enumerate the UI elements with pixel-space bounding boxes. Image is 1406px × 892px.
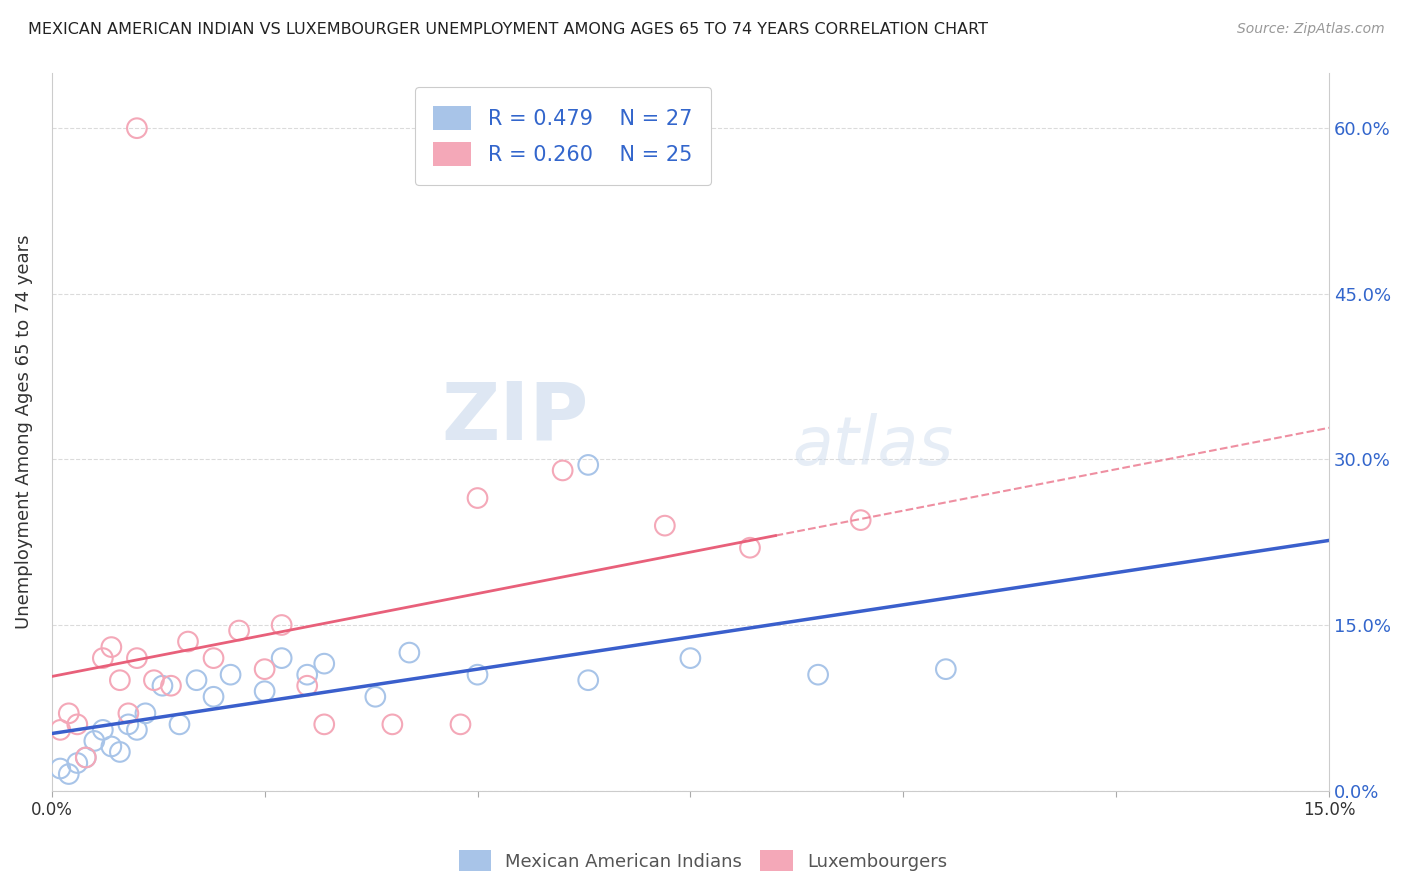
Point: [551, 463, 574, 477]
Point: [398, 646, 420, 660]
Point: [364, 690, 387, 704]
Point: [314, 717, 336, 731]
Point: [467, 491, 489, 505]
Point: [202, 651, 225, 665]
Point: [58, 706, 80, 721]
Point: [91, 723, 114, 737]
Text: Source: ZipAtlas.com: Source: ZipAtlas.com: [1237, 22, 1385, 37]
Point: [270, 618, 292, 632]
Legend: R = 0.479    N = 27, R = 0.260    N = 25: R = 0.479 N = 27, R = 0.260 N = 25: [415, 87, 710, 186]
Point: [295, 667, 318, 681]
Point: [202, 690, 225, 704]
Point: [738, 541, 761, 555]
Point: [253, 662, 276, 676]
Point: [186, 673, 208, 688]
Point: [935, 662, 957, 676]
Point: [108, 745, 131, 759]
Point: [75, 750, 97, 764]
Point: [295, 679, 318, 693]
Point: [576, 673, 599, 688]
Point: [66, 717, 89, 731]
Point: [270, 651, 292, 665]
Point: [169, 717, 191, 731]
Point: [66, 756, 89, 770]
Point: [100, 739, 122, 754]
Point: [117, 717, 139, 731]
Point: [654, 518, 676, 533]
Point: [314, 657, 336, 671]
Point: [467, 667, 489, 681]
Point: [679, 651, 702, 665]
Point: [160, 679, 183, 693]
Text: MEXICAN AMERICAN INDIAN VS LUXEMBOURGER UNEMPLOYMENT AMONG AGES 65 TO 74 YEARS C: MEXICAN AMERICAN INDIAN VS LUXEMBOURGER …: [28, 22, 988, 37]
Point: [177, 634, 200, 648]
Point: [381, 717, 404, 731]
Point: [807, 667, 830, 681]
Point: [75, 750, 97, 764]
Point: [125, 651, 148, 665]
Point: [108, 673, 131, 688]
Legend: Mexican American Indians, Luxembourgers: Mexican American Indians, Luxembourgers: [451, 843, 955, 879]
Point: [253, 684, 276, 698]
Point: [91, 651, 114, 665]
Point: [228, 624, 250, 638]
Point: [849, 513, 872, 527]
Point: [100, 640, 122, 654]
Point: [49, 723, 72, 737]
Point: [142, 673, 165, 688]
Point: [134, 706, 156, 721]
Point: [83, 734, 105, 748]
Point: [450, 717, 472, 731]
Text: atlas: atlas: [793, 413, 953, 479]
Point: [576, 458, 599, 472]
Point: [125, 121, 148, 136]
Point: [49, 762, 72, 776]
Point: [125, 723, 148, 737]
Point: [219, 667, 242, 681]
Point: [117, 706, 139, 721]
Point: [58, 767, 80, 781]
Point: [152, 679, 174, 693]
Text: ZIP: ZIP: [441, 378, 588, 457]
Y-axis label: Unemployment Among Ages 65 to 74 years: Unemployment Among Ages 65 to 74 years: [15, 235, 32, 629]
